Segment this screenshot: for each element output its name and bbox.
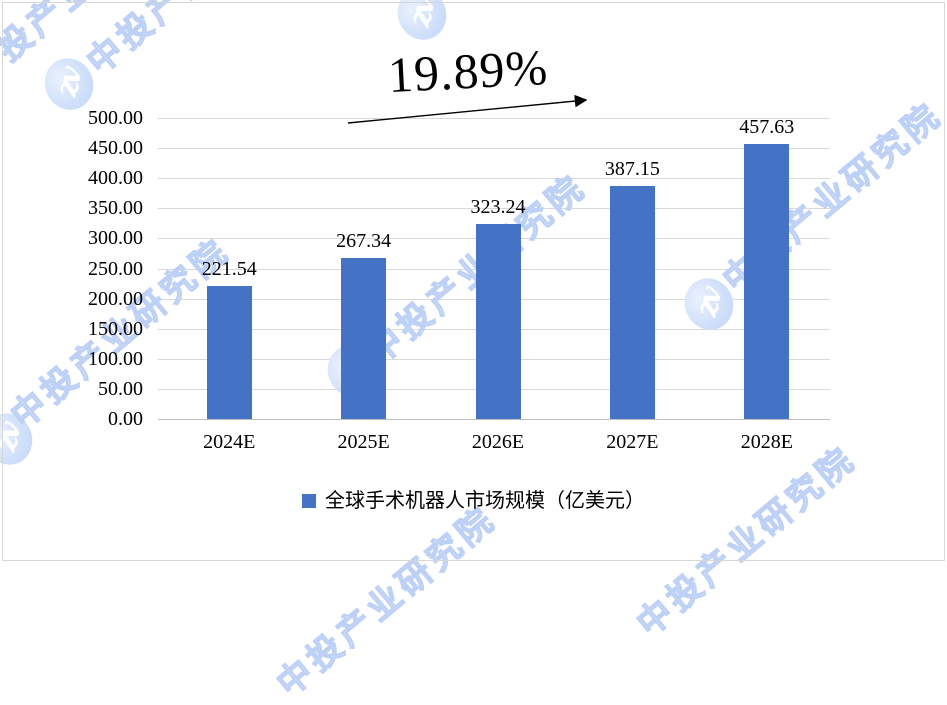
y-tick-label: 500.00 <box>88 107 143 129</box>
bar-2025E <box>341 258 387 419</box>
gridline <box>158 208 830 210</box>
x-axis-line <box>158 419 830 420</box>
data-label: 457.63 <box>739 115 795 138</box>
y-tick-label: 200.00 <box>88 287 143 310</box>
growth-rate-annotation: 19.89% <box>386 38 550 104</box>
legend-label: 全球手术机器人市场规模（亿美元） <box>325 490 645 512</box>
y-tick-label: 150.00 <box>88 317 143 340</box>
x-tick-label: 2025E <box>337 431 390 453</box>
gridline <box>158 178 830 180</box>
x-tick-label: 2027E <box>606 431 659 453</box>
data-label: 323.24 <box>470 196 526 219</box>
bar-2027E <box>609 185 655 419</box>
y-tick-label: 300.00 <box>88 227 143 250</box>
y-tick-label: 350.00 <box>88 197 143 220</box>
gridline <box>158 148 830 150</box>
y-tick-label: 400.00 <box>88 167 143 190</box>
data-label: 221.54 <box>201 257 257 280</box>
bar-2028E <box>744 143 790 419</box>
bar-2024E <box>206 285 252 419</box>
data-label: 387.15 <box>604 157 660 180</box>
data-label: 267.34 <box>336 230 392 253</box>
x-tick-label: 2024E <box>203 431 256 453</box>
y-tick-label: 0.00 <box>108 408 143 430</box>
y-tick-label: 450.00 <box>88 137 143 160</box>
bar-2026E <box>475 224 521 419</box>
y-tick-label: 100.00 <box>88 347 143 370</box>
y-tick-label: 250.00 <box>88 257 143 280</box>
legend-marker-icon <box>302 494 316 508</box>
legend: 全球手术机器人市场规模（亿美元） <box>0 488 947 514</box>
x-tick-label: 2026E <box>471 431 525 453</box>
x-tick-label: 2028E <box>740 431 793 453</box>
y-tick-label: 50.00 <box>98 377 143 400</box>
